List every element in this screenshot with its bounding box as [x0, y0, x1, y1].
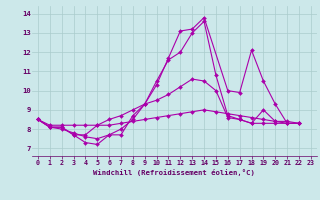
X-axis label: Windchill (Refroidissement éolien,°C): Windchill (Refroidissement éolien,°C): [93, 169, 255, 176]
